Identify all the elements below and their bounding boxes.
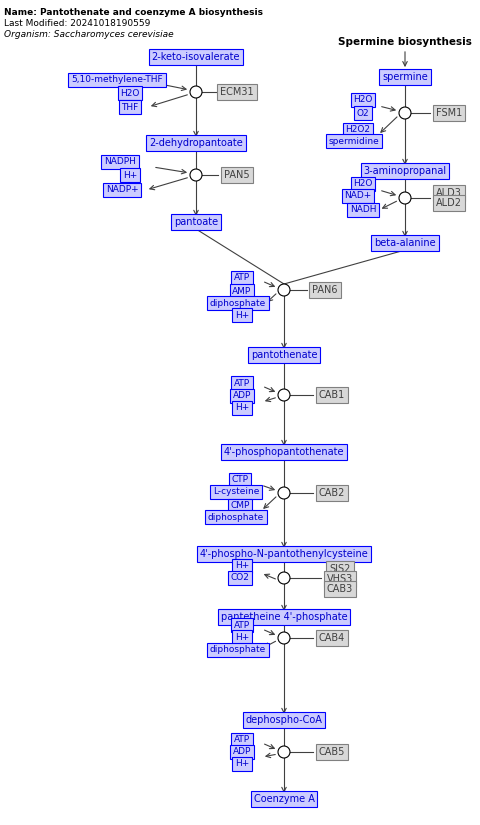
Text: 2-dehydropantoate: 2-dehydropantoate: [149, 138, 243, 148]
Text: O2: O2: [357, 109, 369, 117]
Text: ATP: ATP: [234, 274, 250, 282]
Text: CAB4: CAB4: [319, 633, 345, 643]
Text: CTP: CTP: [231, 475, 249, 484]
Text: ATP: ATP: [234, 379, 250, 388]
Text: Coenzyme A: Coenzyme A: [253, 794, 314, 804]
Text: NAD+: NAD+: [344, 191, 372, 200]
Text: 4'-phosphopantothenate: 4'-phosphopantothenate: [224, 447, 344, 457]
Text: CAB3: CAB3: [327, 584, 353, 594]
Text: 3-aminopropanal: 3-aminopropanal: [363, 166, 446, 176]
Text: dephospho-CoA: dephospho-CoA: [246, 715, 323, 725]
Text: ADP: ADP: [233, 747, 251, 757]
Text: PAN6: PAN6: [312, 285, 338, 295]
Text: spermine: spermine: [382, 72, 428, 82]
Text: H+: H+: [235, 562, 249, 571]
Text: VHS3: VHS3: [327, 574, 353, 584]
Circle shape: [278, 389, 290, 401]
Text: AMP: AMP: [232, 286, 252, 295]
Text: CAB2: CAB2: [319, 488, 345, 498]
Text: ATP: ATP: [234, 620, 250, 629]
Circle shape: [278, 487, 290, 499]
Text: ECM31: ECM31: [220, 87, 254, 97]
Text: NADH: NADH: [350, 205, 376, 215]
Text: H2O: H2O: [353, 96, 372, 105]
Text: ALD3: ALD3: [436, 188, 462, 198]
Text: diphosphate: diphosphate: [208, 512, 264, 521]
Text: H+: H+: [235, 403, 249, 412]
Text: pantoate: pantoate: [174, 217, 218, 227]
Text: THF: THF: [121, 102, 139, 111]
Circle shape: [190, 169, 202, 181]
Text: NADP+: NADP+: [106, 186, 138, 195]
Text: H2O2: H2O2: [346, 125, 371, 134]
Text: 2-keto-isovalerate: 2-keto-isovalerate: [152, 52, 240, 62]
Text: CO2: CO2: [230, 573, 250, 582]
Text: L-cysteine: L-cysteine: [213, 488, 259, 497]
Text: pantetheine 4'-phosphate: pantetheine 4'-phosphate: [221, 612, 348, 622]
Circle shape: [278, 632, 290, 644]
Circle shape: [190, 86, 202, 98]
Text: spermidine: spermidine: [329, 136, 379, 145]
Text: H+: H+: [235, 633, 249, 642]
Text: diphosphate: diphosphate: [210, 645, 266, 654]
Text: H2O: H2O: [353, 180, 372, 188]
Text: ALD2: ALD2: [436, 198, 462, 208]
Text: beta-alanine: beta-alanine: [374, 238, 436, 248]
Text: H+: H+: [123, 171, 137, 180]
Circle shape: [399, 107, 411, 119]
Text: 4'-phospho-N-pantothenylcysteine: 4'-phospho-N-pantothenylcysteine: [200, 549, 368, 559]
Text: H+: H+: [235, 760, 249, 769]
Text: Organism: Saccharomyces cerevisiae: Organism: Saccharomyces cerevisiae: [4, 30, 174, 39]
Circle shape: [278, 572, 290, 584]
Text: 5,10-methylene-THF: 5,10-methylene-THF: [71, 76, 163, 84]
Text: Spermine biosynthesis: Spermine biosynthesis: [338, 37, 472, 47]
Text: CAB5: CAB5: [319, 747, 345, 757]
Circle shape: [399, 192, 411, 204]
Text: Name: Pantothenate and coenzyme A biosynthesis: Name: Pantothenate and coenzyme A biosyn…: [4, 8, 263, 17]
Text: Last Modified: 20241018190559: Last Modified: 20241018190559: [4, 19, 150, 28]
Text: ATP: ATP: [234, 736, 250, 744]
Text: PAN5: PAN5: [224, 170, 250, 180]
Text: pantothenate: pantothenate: [251, 350, 317, 360]
Text: CAB1: CAB1: [319, 390, 345, 400]
Text: diphosphate: diphosphate: [210, 299, 266, 308]
Text: H2O: H2O: [120, 88, 140, 97]
Text: NADPH: NADPH: [104, 158, 136, 167]
Text: FSM1: FSM1: [436, 108, 462, 118]
Circle shape: [278, 746, 290, 758]
Text: CMP: CMP: [230, 502, 250, 511]
Text: H+: H+: [235, 310, 249, 319]
Circle shape: [278, 284, 290, 296]
Text: ADP: ADP: [233, 392, 251, 400]
Text: SIS2: SIS2: [329, 564, 351, 574]
